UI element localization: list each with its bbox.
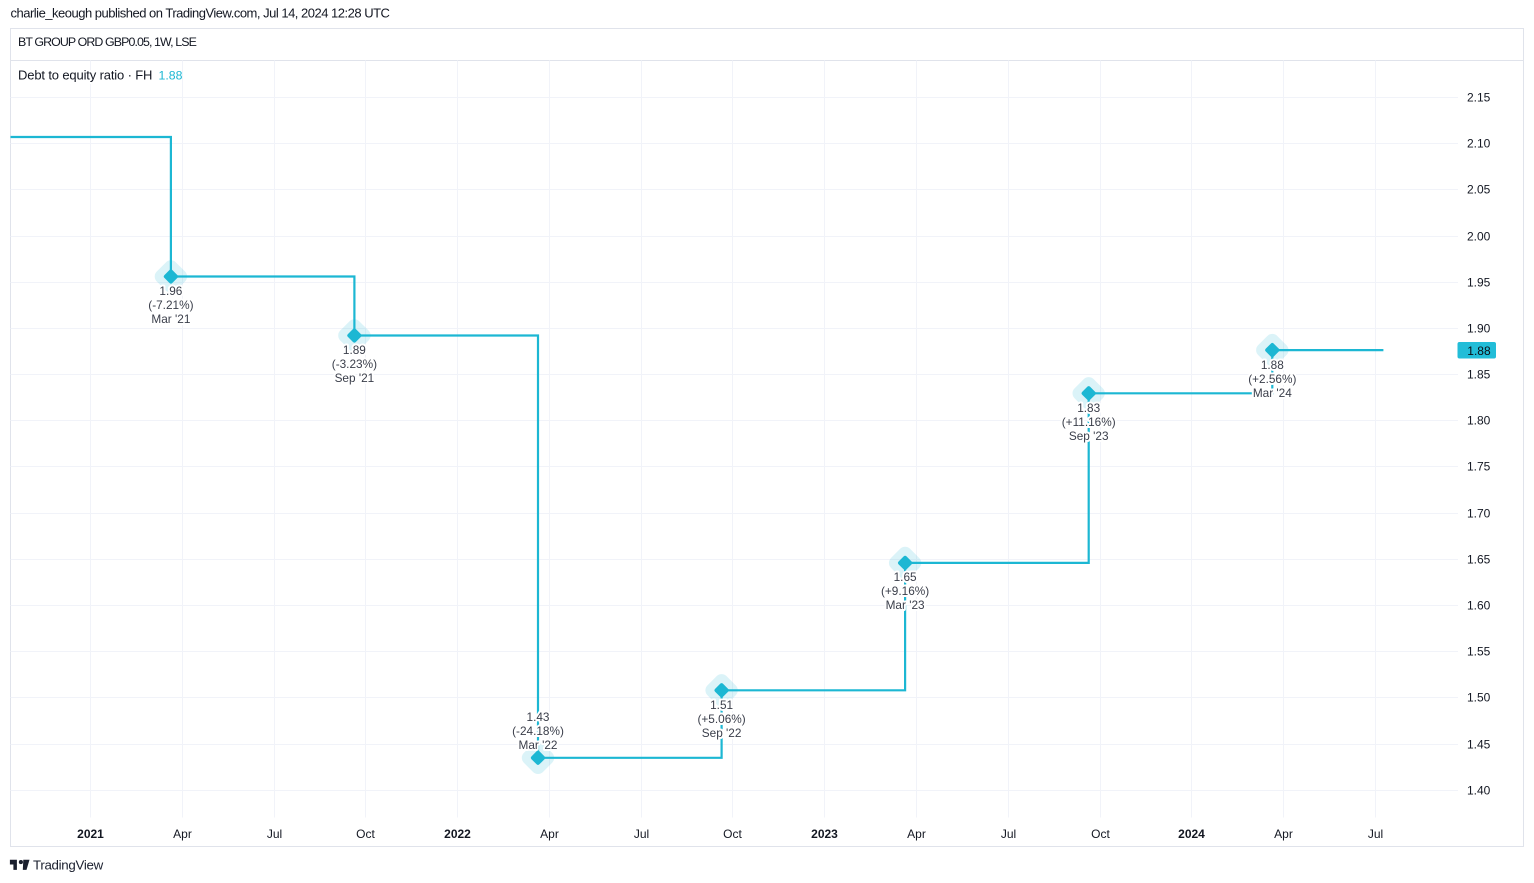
svg-text:(+9.16%): (+9.16%)	[881, 584, 929, 598]
svg-text:1.65: 1.65	[1467, 553, 1491, 567]
svg-text:1.55: 1.55	[1467, 645, 1491, 659]
svg-text:1.88: 1.88	[1261, 358, 1284, 372]
svg-text:Jul: Jul	[634, 827, 649, 841]
svg-text:(-24.18%): (-24.18%)	[512, 724, 564, 738]
svg-text:2.05: 2.05	[1467, 183, 1491, 197]
svg-text:1.51: 1.51	[710, 698, 733, 712]
svg-text:(-7.21%): (-7.21%)	[148, 298, 193, 312]
svg-text:2023: 2023	[811, 827, 838, 841]
svg-text:2022: 2022	[444, 827, 471, 841]
svg-text:Mar '24: Mar '24	[1253, 386, 1292, 400]
svg-text:Jul: Jul	[267, 827, 282, 841]
svg-text:1.40: 1.40	[1467, 784, 1491, 798]
svg-text:1.70: 1.70	[1467, 507, 1491, 521]
svg-text:2.00: 2.00	[1467, 230, 1491, 244]
svg-text:(+5.06%): (+5.06%)	[697, 712, 745, 726]
svg-text:1.60: 1.60	[1467, 599, 1491, 613]
svg-text:charlie_keough published on Tr: charlie_keough published on TradingView.…	[11, 6, 390, 21]
svg-text:1.96: 1.96	[159, 284, 182, 298]
svg-text:1.83: 1.83	[1077, 401, 1100, 415]
svg-text:(+2.56%): (+2.56%)	[1248, 372, 1296, 386]
svg-text:1.88: 1.88	[159, 68, 183, 82]
svg-text:2024: 2024	[1178, 827, 1205, 841]
svg-text:BT GROUP ORD GBP0.05, 1W, LSE: BT GROUP ORD GBP0.05, 1W, LSE	[18, 35, 197, 49]
svg-text:Mar '21: Mar '21	[151, 312, 190, 326]
svg-text:(-3.23%): (-3.23%)	[332, 357, 377, 371]
svg-text:1.80: 1.80	[1467, 414, 1491, 428]
svg-text:Jul: Jul	[1001, 827, 1016, 841]
svg-text:1.95: 1.95	[1467, 276, 1491, 290]
svg-text:Sep '23: Sep '23	[1069, 429, 1109, 443]
svg-text:Jul: Jul	[1368, 827, 1383, 841]
svg-text:1.75: 1.75	[1467, 460, 1491, 474]
svg-text:Debt to equity ratio · FH: Debt to equity ratio · FH	[18, 67, 152, 82]
svg-text:Apr: Apr	[540, 827, 559, 841]
svg-text:TradingView: TradingView	[33, 857, 104, 872]
svg-text:Apr: Apr	[173, 827, 192, 841]
svg-text:Apr: Apr	[907, 827, 926, 841]
svg-text:1.89: 1.89	[343, 343, 366, 357]
svg-text:Oct: Oct	[1091, 827, 1110, 841]
svg-text:2.10: 2.10	[1467, 137, 1491, 151]
svg-text:Sep '21: Sep '21	[335, 371, 375, 385]
svg-text:2.15: 2.15	[1467, 91, 1491, 105]
svg-text:1.88: 1.88	[1467, 344, 1491, 358]
svg-text:1.90: 1.90	[1467, 322, 1491, 336]
svg-text:Mar '23: Mar '23	[886, 598, 925, 612]
svg-text:1.85: 1.85	[1467, 368, 1491, 382]
svg-text:Oct: Oct	[723, 827, 742, 841]
svg-text:1.50: 1.50	[1467, 691, 1491, 705]
svg-text:Apr: Apr	[1274, 827, 1293, 841]
svg-text:Sep '22: Sep '22	[702, 726, 742, 740]
svg-text:Oct: Oct	[356, 827, 375, 841]
svg-text:1.43: 1.43	[527, 710, 550, 724]
svg-text:1.65: 1.65	[894, 570, 917, 584]
svg-text:Mar '22: Mar '22	[519, 738, 558, 752]
svg-text:(+11.16%): (+11.16%)	[1062, 415, 1116, 429]
svg-text:1.45: 1.45	[1467, 738, 1491, 752]
svg-text:2021: 2021	[77, 827, 104, 841]
